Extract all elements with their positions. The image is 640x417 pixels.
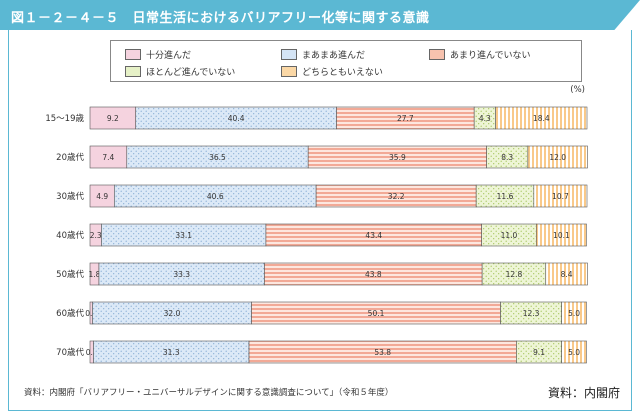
legend-label-3: ほとんど進んでいない: [146, 68, 236, 78]
legend-swatch-4: [281, 66, 297, 77]
data-label: 50.1: [368, 309, 385, 318]
data-label: 12.3: [523, 309, 540, 318]
data-label: 7.4: [102, 153, 114, 162]
legend-label-4: どちらともいえない: [302, 68, 383, 78]
data-label: 36.5: [209, 153, 226, 162]
legend-swatch-3: [125, 66, 141, 77]
bar-segment: [561, 340, 587, 364]
data-label: 43.8: [365, 270, 382, 279]
data-label: 8.3: [501, 153, 513, 162]
data-label: 11.6: [497, 192, 514, 201]
data-label: 4.9: [96, 192, 108, 201]
category-label: 60歳代: [56, 308, 84, 319]
category-label: 15～19歳: [45, 113, 84, 124]
category-label: 40歳代: [56, 230, 84, 241]
data-label: 53.8: [374, 348, 391, 357]
data-label: 12.0: [549, 153, 566, 162]
data-label: 2.3: [90, 231, 102, 240]
data-label: 43.4: [365, 231, 382, 240]
bar-segment: [545, 262, 588, 286]
legend-swatch-2: [429, 49, 445, 60]
category-label: 20歳代: [56, 152, 84, 163]
data-label: 0.7: [86, 348, 98, 357]
legend-swatch-0: [125, 49, 141, 60]
bar-segment: [536, 223, 587, 247]
bar-segment: [561, 301, 587, 325]
category-label: 50歳代: [56, 269, 84, 280]
data-label: 9.2: [107, 114, 119, 123]
legend-item-2: あまり進んでいない: [429, 48, 531, 61]
legend-item-4: どちらともいえない: [281, 65, 383, 78]
chart-legend: 十分進んだ まあまあ進んだ あまり進んでいない ほとんど進んでいない どちらとも…: [110, 40, 582, 82]
data-label: 12.8: [506, 270, 523, 279]
bar-segment: [495, 106, 588, 130]
data-label: 18.4: [533, 114, 550, 123]
data-label: 31.3: [163, 348, 180, 357]
data-label: 9.1: [533, 348, 545, 357]
figure-header: [0, 0, 640, 30]
data-label: 32.2: [388, 192, 405, 201]
data-label: 10.1: [553, 231, 570, 240]
data-label: 27.7: [397, 114, 414, 123]
data-label: 1.8: [89, 270, 101, 279]
legend-swatch-1: [281, 49, 297, 60]
category-label: 30歳代: [56, 191, 84, 202]
figure-title: 図１－２－４－５ 日常生活におけるバリアフリー化等に関する意識: [11, 11, 430, 26]
data-label: 4.3: [479, 114, 491, 123]
data-label: 33.1: [175, 231, 192, 240]
data-label: 40.6: [207, 192, 224, 201]
bar-segment: [533, 184, 588, 208]
data-label: 8.4: [561, 270, 573, 279]
data-label: 5.0: [568, 348, 580, 357]
legend-label-0: 十分進んだ: [146, 51, 192, 61]
chart-unit-label: (%): [570, 85, 585, 95]
category-label: 70歳代: [56, 347, 84, 358]
legend-label-2: あまり進んでいない: [450, 51, 531, 61]
source-credit: 資料：内閣府: [547, 386, 620, 400]
data-label: 35.9: [389, 153, 406, 162]
legend-item-3: ほとんど進んでいない: [125, 65, 235, 78]
data-label: 11.0: [501, 231, 518, 240]
data-label: 40.4: [228, 114, 245, 123]
data-label: 32.0: [164, 309, 181, 318]
legend-label-1: まあまあ進んだ: [302, 51, 366, 61]
legend-item-0: 十分進んだ: [125, 48, 191, 61]
data-label: 0.5: [85, 309, 97, 318]
chart-bars: 15～19歳 9.2 40.4 27.7 4.3 18.4 20歳代 7.4 36.5 35.9 8…: [45, 106, 588, 364]
data-label: 33.3: [173, 270, 190, 279]
legend-item-1: まあまあ進んだ: [281, 48, 365, 61]
data-label: 5.0: [568, 309, 580, 318]
data-label: 10.7: [552, 192, 569, 201]
bar-segment: [527, 145, 588, 169]
source-note: 資料：内閣府「バリアフリー・ユニバーサルデザインに関する意識調査について」（令和…: [24, 388, 394, 398]
